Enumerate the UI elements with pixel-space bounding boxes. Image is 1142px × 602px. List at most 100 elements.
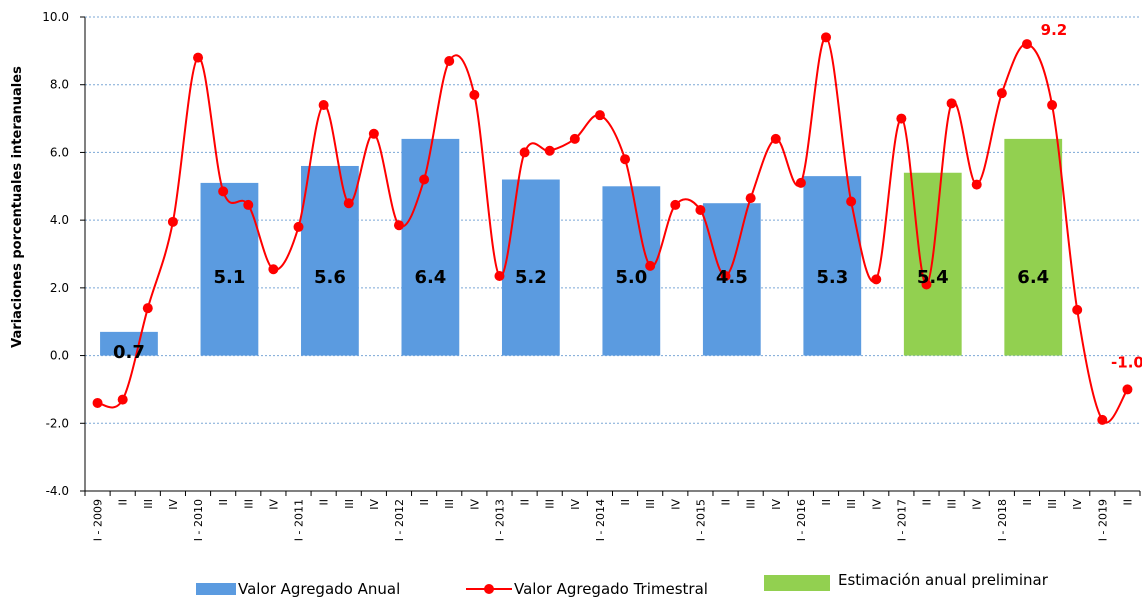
quarterly-point-7 xyxy=(268,264,279,275)
quarterly-point-14 xyxy=(444,56,455,67)
bar-label-2009: 0.7 xyxy=(113,342,145,363)
quarterly-point-12 xyxy=(393,220,404,231)
quarterly-point-4 xyxy=(193,52,204,63)
x-tick-label: IV xyxy=(267,499,280,510)
x-tick-label: I - 2015 xyxy=(694,499,707,541)
x-tick-label: III xyxy=(845,499,858,509)
chart: 0.7 5.1 5.6 6.4 5.2 5.0 4.5 5.3 5.4 6.4 9.2 -1.0 10… xyxy=(10,10,1142,542)
bar-2011 xyxy=(301,165,359,356)
quarterly-point-1 xyxy=(117,394,128,405)
x-tick-label: III xyxy=(242,499,255,509)
x-tick-label: II xyxy=(418,499,431,506)
quarterly-point-23 xyxy=(670,199,681,210)
x-tick-label: IV xyxy=(468,499,481,510)
x-tick-label: III xyxy=(946,499,959,509)
x-tick-label: II xyxy=(920,499,933,506)
quarterly-point-25 xyxy=(720,271,731,282)
quarterly-point-15 xyxy=(469,89,480,100)
quarterly-point-32 xyxy=(896,113,907,124)
bar-label-2010: 5.1 xyxy=(213,267,245,288)
x-tick-label: III xyxy=(544,499,557,509)
x-tick-label: IV xyxy=(167,499,180,510)
quarterly-point-9 xyxy=(318,100,329,111)
x-tick-label: I - 2012 xyxy=(393,499,406,541)
bar-2018 xyxy=(1004,138,1063,356)
axes xyxy=(80,16,1141,496)
x-tick-label: I - 2011 xyxy=(293,499,306,541)
x-tick-label: III xyxy=(142,499,155,509)
quarterly-point-40 xyxy=(1097,414,1108,425)
bar-label-2014: 5.0 xyxy=(615,267,647,288)
bar-2015 xyxy=(702,203,761,356)
bar-2014 xyxy=(602,186,661,356)
bar-label-2013: 5.2 xyxy=(515,267,547,288)
quarterly-point-29 xyxy=(821,32,832,43)
x-tick-labels: I - 2009 II III IV I - 2010 II III IV I - 2011 II… xyxy=(92,499,1135,542)
x-tick-label: I - 2018 xyxy=(996,499,1009,541)
x-tick-label: I - 2013 xyxy=(493,499,506,541)
quarterly-point-20 xyxy=(594,110,605,121)
x-tick-label: IV xyxy=(770,499,783,510)
x-tick-label: I - 2019 xyxy=(1096,499,1109,541)
x-tick-label: II xyxy=(1021,499,1034,506)
quarterly-point-36 xyxy=(996,88,1007,99)
bar-label-2012: 6.4 xyxy=(414,267,446,288)
legend-item-anual: Valor Agregado Anual xyxy=(196,575,400,602)
x-tick-label: IV xyxy=(569,499,582,510)
bar-label-2011: 5.6 xyxy=(314,267,346,288)
bar-2013 xyxy=(501,179,560,356)
bar-2010 xyxy=(200,182,259,356)
y-tick-label: 0.0 xyxy=(50,349,69,363)
quarterly-point-27 xyxy=(770,133,781,144)
legend: Valor Agregado Anual Valor Agregado Trim… xyxy=(0,571,1142,602)
x-tick-label: I - 2016 xyxy=(795,499,808,541)
legend-swatch-anual xyxy=(196,582,236,595)
x-tick-label: II xyxy=(217,499,230,506)
quarterly-point-22 xyxy=(645,260,656,271)
x-tick-label: III xyxy=(1046,499,1059,509)
x-tick-label: I - 2017 xyxy=(895,499,908,541)
quarterly-point-16 xyxy=(494,271,505,282)
y-tick-label: 2.0 xyxy=(50,281,69,295)
x-tick-label: III xyxy=(443,499,456,509)
x-tick-label: I - 2009 xyxy=(92,499,105,541)
quarterly-point-24 xyxy=(695,204,706,215)
legend-label-preliminar: Estimación anual preliminar xyxy=(838,571,1048,589)
bar-label-2016: 5.3 xyxy=(816,267,848,288)
quarterly-point-31 xyxy=(871,274,882,285)
quarterly-point-8 xyxy=(293,221,304,232)
x-tick-label: III xyxy=(745,499,758,509)
y-axis-label: Variaciones porcentuales interanuales xyxy=(10,66,25,348)
x-tick-label: II xyxy=(318,499,331,506)
y-tick-label: 10.0 xyxy=(42,10,69,24)
legend-label-trimestral: Valor Agregado Trimestral xyxy=(514,579,708,598)
quarterly-annotation-37: 9.2 xyxy=(1041,21,1068,39)
x-tick-label: IV xyxy=(368,499,381,510)
quarterly-point-38 xyxy=(1047,100,1058,111)
legend-swatch-trimestral xyxy=(466,583,512,595)
x-tick-label: II xyxy=(619,499,632,506)
legend-label-anual: Valor Agregado Anual xyxy=(238,579,401,598)
quarterly-point-33 xyxy=(921,279,932,290)
x-tick-label: I - 2014 xyxy=(594,499,607,541)
y-tick-label: -2.0 xyxy=(46,416,69,430)
legend-swatch-preliminar xyxy=(764,575,830,591)
quarterly-point-13 xyxy=(419,174,430,185)
x-tick-label: II xyxy=(117,499,130,506)
quarterly-point-10 xyxy=(343,198,354,209)
quarterly-point-39 xyxy=(1072,304,1083,315)
bar-label-2015: 4.5 xyxy=(716,267,748,288)
x-tick-label: II xyxy=(1121,499,1134,506)
y-tick-label: -4.0 xyxy=(46,484,69,498)
legend-item-trimestral: Valor Agregado Trimestral xyxy=(466,575,708,602)
data-labels: 0.7 5.1 5.6 6.4 5.2 5.0 4.5 5.3 5.4 6.4 9.2 -1.0 xyxy=(113,21,1142,371)
quarterly-point-18 xyxy=(544,145,555,156)
x-tick-label: II xyxy=(519,499,532,506)
bar-2009 xyxy=(100,331,158,356)
x-tick-label: III xyxy=(644,499,657,509)
x-tick-label: IV xyxy=(870,499,883,510)
quarterly-line xyxy=(92,32,1133,425)
x-tick-label: III xyxy=(343,499,356,509)
quarterly-point-2 xyxy=(142,303,153,314)
quarterly-point-28 xyxy=(795,177,806,188)
